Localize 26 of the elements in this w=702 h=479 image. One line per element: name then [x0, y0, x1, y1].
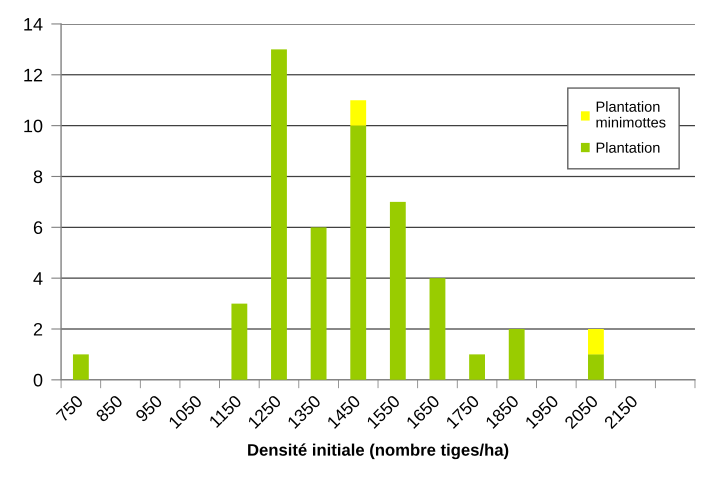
y-tick-label: 0	[34, 374, 42, 387]
y-tick-label: 10	[24, 120, 42, 132]
bar	[588, 329, 604, 354]
bar	[72, 354, 89, 380]
bar	[350, 126, 366, 380]
y-tick-label: 6	[34, 221, 42, 234]
bar	[310, 227, 327, 380]
bar	[508, 329, 525, 380]
bar	[350, 100, 366, 126]
y-tick-label: 4	[33, 272, 42, 285]
bar	[588, 354, 604, 380]
x-tick-label: 750	[56, 394, 84, 422]
legend-label: Plantation minimottes	[596, 101, 666, 128]
x-axis-title: Densité initiale (nombre tiges/ha)	[248, 443, 508, 460]
y-tick-label: 14	[24, 18, 42, 30]
legend-label: Plantation	[596, 142, 660, 153]
y-tick-label: 2	[34, 322, 42, 336]
y-tick-label: 12	[24, 68, 42, 82]
bar	[271, 49, 287, 380]
bar	[469, 354, 485, 380]
bar	[430, 278, 446, 380]
x-tick-label: 950	[134, 394, 163, 422]
y-tick-label: 8	[34, 170, 42, 184]
bar	[390, 202, 406, 380]
x-tick-label: 850	[95, 394, 124, 423]
bar	[231, 304, 248, 380]
